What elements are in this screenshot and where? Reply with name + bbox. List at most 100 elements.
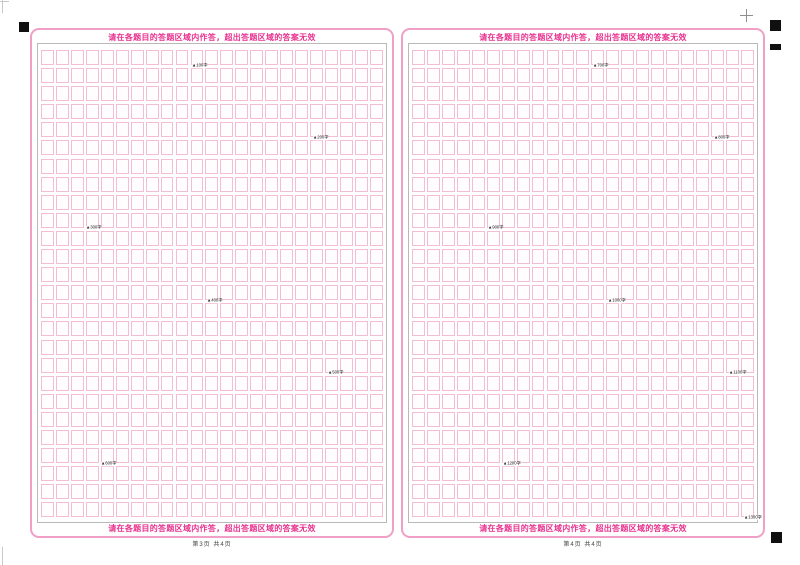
char-cell — [726, 122, 739, 138]
char-cell — [546, 122, 560, 138]
char-cell — [516, 484, 530, 500]
char-cell — [516, 249, 530, 265]
char-cell — [621, 140, 635, 156]
char-cell — [546, 230, 560, 246]
char-cell — [531, 375, 545, 391]
char-cell — [205, 50, 219, 65]
char-cell — [325, 158, 338, 174]
char-cell — [295, 68, 309, 84]
char-cell — [265, 321, 279, 337]
char-cell — [190, 68, 204, 84]
char-cell — [190, 321, 204, 337]
char-cell — [145, 249, 159, 265]
grid-row — [41, 176, 383, 192]
char-cell — [696, 285, 709, 301]
char-cell — [561, 140, 575, 156]
char-cell — [441, 393, 455, 409]
char-cell — [115, 484, 129, 500]
char-cell — [426, 176, 440, 192]
char-cell — [340, 212, 353, 228]
char-cell — [501, 104, 515, 120]
char-cell — [355, 303, 368, 319]
char-cell — [220, 339, 234, 355]
char-cell — [501, 176, 515, 192]
char-cell — [636, 285, 650, 301]
char-cell — [711, 484, 724, 500]
char-cell — [726, 158, 739, 174]
char-cell — [441, 321, 455, 337]
char-cell — [591, 194, 605, 210]
char-cell — [115, 466, 129, 482]
char-cell — [175, 122, 189, 138]
char-cell — [696, 212, 709, 228]
char-cell — [130, 375, 144, 391]
grid-row — [41, 249, 383, 265]
char-cell — [606, 158, 620, 174]
char-cell — [426, 212, 440, 228]
char-cell — [412, 448, 425, 464]
char-cell — [576, 502, 590, 518]
char-cell — [696, 339, 709, 355]
char-cell — [456, 303, 470, 319]
char-cell — [591, 104, 605, 120]
char-cell — [55, 411, 69, 427]
char-cell — [160, 339, 174, 355]
char-cell — [576, 230, 590, 246]
char-cell — [130, 122, 144, 138]
char-cell — [412, 267, 425, 283]
warning-header: 请在各题目的答题区域内作答，超出答题区域的答案无效 — [479, 33, 687, 42]
grid-row — [412, 339, 754, 355]
char-cell — [160, 411, 174, 427]
char-cell — [666, 321, 680, 337]
char-cell — [85, 448, 99, 464]
char-cell — [486, 375, 500, 391]
char-cell — [160, 249, 174, 265]
char-cell — [55, 375, 69, 391]
grid-row — [41, 429, 383, 445]
char-cell — [310, 466, 324, 482]
char-cell — [145, 303, 159, 319]
char-cell — [250, 285, 264, 301]
char-cell — [145, 339, 159, 355]
char-cell — [175, 429, 189, 445]
char-cell — [412, 357, 425, 373]
char-cell — [546, 50, 560, 65]
char-cell — [666, 176, 680, 192]
char-cell — [325, 140, 338, 156]
char-cell — [70, 249, 84, 265]
char-cell — [441, 158, 455, 174]
char-cell — [426, 339, 440, 355]
char-cell — [441, 104, 455, 120]
char-cell — [250, 303, 264, 319]
char-cell — [220, 176, 234, 192]
char-cell — [160, 267, 174, 283]
char-cell — [130, 50, 144, 65]
grid-row — [412, 267, 754, 283]
char-cell — [340, 484, 353, 500]
char-cell — [190, 411, 204, 427]
char-cell — [471, 285, 485, 301]
char-cell — [591, 466, 605, 482]
char-cell — [471, 484, 485, 500]
char-cell — [591, 448, 605, 464]
char-cell — [85, 230, 99, 246]
char-cell — [340, 339, 353, 355]
char-cell — [726, 140, 739, 156]
char-cell — [295, 411, 309, 427]
char-cell — [355, 393, 368, 409]
char-cell — [325, 303, 338, 319]
char-cell — [190, 285, 204, 301]
char-cell — [250, 158, 264, 174]
char-cell — [310, 104, 324, 120]
char-cell — [531, 50, 545, 65]
char-cell — [115, 411, 129, 427]
char-cell — [711, 140, 724, 156]
char-cell — [456, 104, 470, 120]
char-cell — [636, 158, 650, 174]
char-cell — [220, 194, 234, 210]
grid-row — [41, 158, 383, 174]
char-cell — [412, 140, 425, 156]
char-cell — [160, 140, 174, 156]
char-cell — [711, 502, 724, 518]
char-cell — [561, 502, 575, 518]
